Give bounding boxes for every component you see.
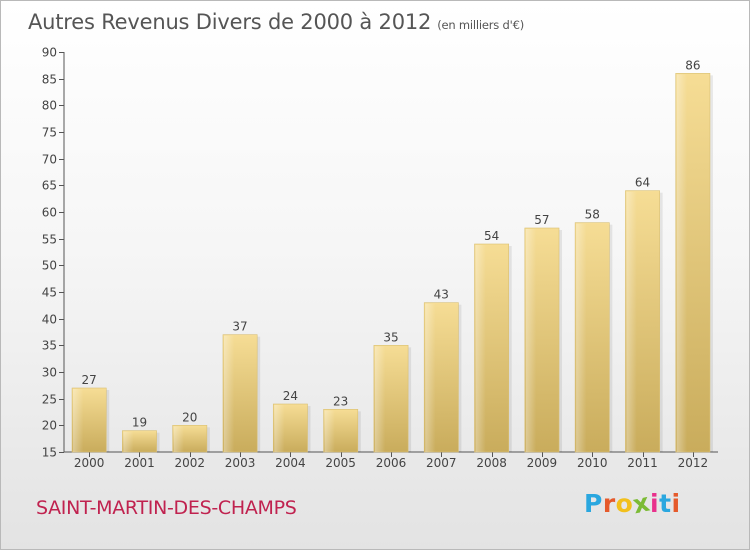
y-tick-label: 80 [42,99,57,113]
y-tick-label: 25 [42,393,57,407]
x-tick-label: 2008 [476,456,507,470]
data-label: 43 [434,288,449,302]
data-label: 35 [383,330,398,344]
y-tick-label: 75 [42,126,57,140]
logo-letter: r [602,489,616,518]
bar-highlight [425,303,436,452]
bar-highlight [324,410,335,452]
data-label: 19 [132,416,147,430]
x-tick-label: 2011 [627,456,658,470]
y-tick-label: 45 [42,286,57,300]
bar-highlight [475,245,486,452]
x-tick-label: 2012 [678,456,709,470]
bar-highlight [525,229,537,452]
bar-highlight [223,335,235,452]
location-name: SAINT-MARTIN-DES-CHAMPS [36,497,297,519]
y-tick-label: 20 [42,419,57,433]
x-tick-label: 2006 [376,456,407,470]
x-tick-label: 2005 [325,456,356,470]
y-tick-label: 60 [42,206,57,220]
bar-highlight [676,74,688,452]
data-label: 20 [182,410,197,424]
bar-highlight [274,405,285,452]
y-tick-label: 30 [42,366,57,380]
proxiti-logo: Proxiti [584,488,681,520]
x-tick-label: 2004 [275,456,306,470]
bars [71,73,713,453]
axes: 15 20 25 30 35 40 45 50 55 60 65 70 75 80 85 90 2000 2001… [42,46,718,470]
data-label: 23 [333,394,348,408]
y-tick-label: 65 [42,179,57,193]
data-label: 24 [283,389,298,403]
data-labels: 27 19 20 37 24 23 35 43 54 57 58 64 86 [82,58,701,429]
x-tick-label: 2002 [174,456,205,470]
y-tick-label: 90 [42,46,57,60]
data-label: 54 [484,229,499,243]
y-tick-label: 35 [42,339,57,353]
data-label: 58 [585,208,600,222]
x-tick-label: 2001 [124,456,155,470]
y-tick-label: 70 [42,153,57,167]
data-label: 37 [232,320,247,334]
x-tick-label: 2007 [426,456,457,470]
chart-title: Autres Revenus Divers de 2000 à 2012 (en … [28,10,524,34]
data-label: 27 [82,373,97,387]
x-tick-label: 2003 [225,456,256,470]
bar-highlight [123,431,134,452]
data-label: 64 [635,176,650,190]
y-tick-label: 85 [42,73,57,87]
y-tick-label: 40 [42,313,57,327]
logo-letter: i [671,489,681,518]
chart-subtitle: (en milliers d'€) [437,18,525,32]
bar-highlight [173,426,184,452]
bar-highlight [73,389,84,452]
logo-letter: i [650,489,660,518]
y-tick-label: 55 [42,233,57,247]
bar-highlight [576,223,587,452]
bar-highlight [374,346,386,452]
logo-letter: o [615,489,634,518]
x-tick-label: 2010 [577,456,608,470]
y-tick-label: 50 [42,259,57,273]
x-tick-label: 2000 [74,456,105,470]
chart-title-text: Autres Revenus Divers de 2000 à 2012 [28,10,432,34]
data-label: 86 [685,58,700,72]
logo-letter: P [584,489,603,518]
y-tick-label: 15 [42,446,57,460]
data-label: 57 [534,213,549,227]
bar-highlight [626,191,637,452]
logo-letter: t [659,489,672,518]
x-tick-label: 2009 [527,456,558,470]
